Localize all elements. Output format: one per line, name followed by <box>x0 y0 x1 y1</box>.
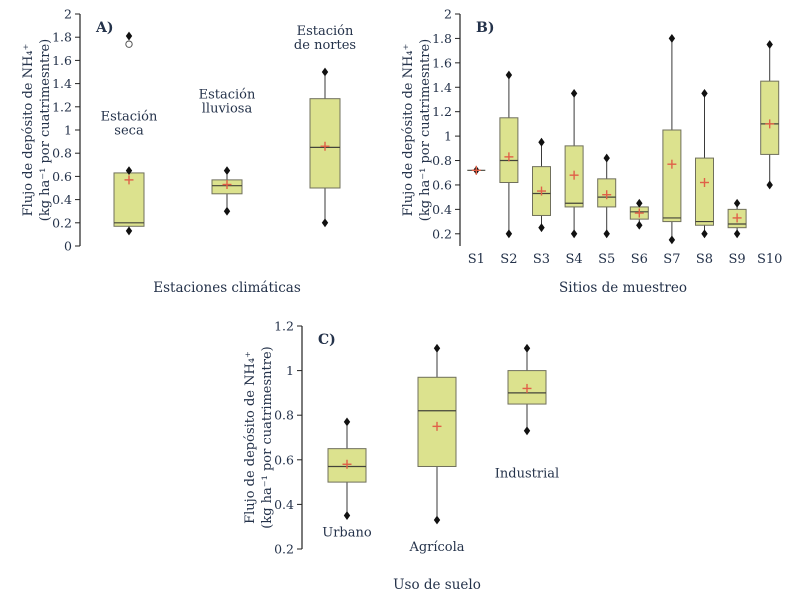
panel-b-boxplot-sitios-de-muestreo: 0.2 0.4 0.6 0.8 1 1.2 1.4 1.6 1.8 2 Flujo de depós… <box>401 7 782 297</box>
svg-text:0.2: 0.2 <box>274 542 294 557</box>
panel-a-boxplot-estaciones-climaticas: 0 0.2 0.4 0.6 0.8 1 1.2 1.4 1.6 1.8 2 Flujo de depó… <box>21 7 356 297</box>
svg-text:C): C) <box>318 332 336 348</box>
svg-text:Flujo de depósito de NH₄⁺: Flujo de depósito de NH₄⁺ <box>243 351 258 524</box>
svg-text:B): B) <box>476 20 494 36</box>
svg-text:Estación: Estación <box>199 88 256 103</box>
svg-text:0: 0 <box>64 239 72 254</box>
svg-text:S3: S3 <box>533 252 550 267</box>
svg-text:Urbano: Urbano <box>322 526 372 541</box>
svg-text:Industrial: Industrial <box>495 467 559 482</box>
svg-text:0.4: 0.4 <box>274 497 294 512</box>
svg-text:S8: S8 <box>696 252 713 267</box>
svg-text:1.4: 1.4 <box>52 76 72 91</box>
panel-c-boxplot-uso-de-suelo: 0.2 0.4 0.6 0.8 1 1.2 Flujo de depósito de NH₄… <box>243 319 559 594</box>
svg-text:0.4: 0.4 <box>52 192 72 207</box>
svg-text:0.8: 0.8 <box>432 153 452 168</box>
svg-text:(kg ha⁻¹ por cuatrimesntre): (kg ha⁻¹ por cuatrimesntre) <box>38 39 53 222</box>
svg-text:S1: S1 <box>468 252 485 267</box>
svg-text:S4: S4 <box>566 252 583 267</box>
svg-text:1.6: 1.6 <box>432 55 452 70</box>
svg-text:S6: S6 <box>631 252 648 267</box>
svg-text:Agrícola: Agrícola <box>408 540 464 555</box>
svg-text:0.6: 0.6 <box>52 169 72 184</box>
svg-text:(kg ha⁻¹ por cuatrimesntre): (kg ha⁻¹ por cuatrimesntre) <box>418 39 433 222</box>
svg-text:1.2: 1.2 <box>432 104 452 119</box>
svg-text:2: 2 <box>444 7 452 22</box>
svg-text:Flujo de depósito de NH₄⁺: Flujo de depósito de NH₄⁺ <box>401 44 416 217</box>
svg-text:Estación: Estación <box>101 110 158 125</box>
svg-text:S9: S9 <box>729 252 746 267</box>
svg-text:2: 2 <box>64 7 72 22</box>
svg-text:1.6: 1.6 <box>52 53 72 68</box>
svg-text:S10: S10 <box>757 252 782 267</box>
svg-text:lluviosa: lluviosa <box>202 102 253 117</box>
svg-text:1: 1 <box>444 129 452 144</box>
svg-text:0.8: 0.8 <box>274 408 294 423</box>
svg-text:0.6: 0.6 <box>274 452 294 467</box>
svg-text:1.4: 1.4 <box>432 80 452 95</box>
svg-text:de nortes: de nortes <box>294 38 356 53</box>
svg-text:S2: S2 <box>500 252 517 267</box>
svg-text:1: 1 <box>64 123 72 138</box>
svg-text:A): A) <box>95 20 114 36</box>
svg-text:0.2: 0.2 <box>52 215 72 230</box>
svg-text:Estación: Estación <box>297 24 354 39</box>
svg-text:1.8: 1.8 <box>432 31 452 46</box>
svg-text:1.2: 1.2 <box>52 99 72 114</box>
svg-text:Sitios de muestreo: Sitios de muestreo <box>559 280 687 296</box>
svg-text:Estaciones climáticas: Estaciones climáticas <box>153 280 301 296</box>
svg-text:S5: S5 <box>598 252 615 267</box>
svg-text:1: 1 <box>286 363 294 378</box>
svg-text:Uso de suelo: Uso de suelo <box>393 577 481 593</box>
svg-text:Flujo de depósito de NH₄⁺: Flujo de depósito de NH₄⁺ <box>21 44 36 217</box>
svg-text:(kg ha⁻¹ por cuatrimesntre): (kg ha⁻¹ por cuatrimesntre) <box>260 346 275 529</box>
svg-text:0.8: 0.8 <box>52 146 72 161</box>
svg-text:1.8: 1.8 <box>52 30 72 45</box>
svg-text:0.6: 0.6 <box>432 177 452 192</box>
svg-text:1.2: 1.2 <box>274 319 294 334</box>
svg-text:seca: seca <box>114 124 144 139</box>
svg-text:0.2: 0.2 <box>432 226 452 241</box>
svg-text:0.4: 0.4 <box>432 202 452 217</box>
svg-text:S7: S7 <box>663 252 680 267</box>
